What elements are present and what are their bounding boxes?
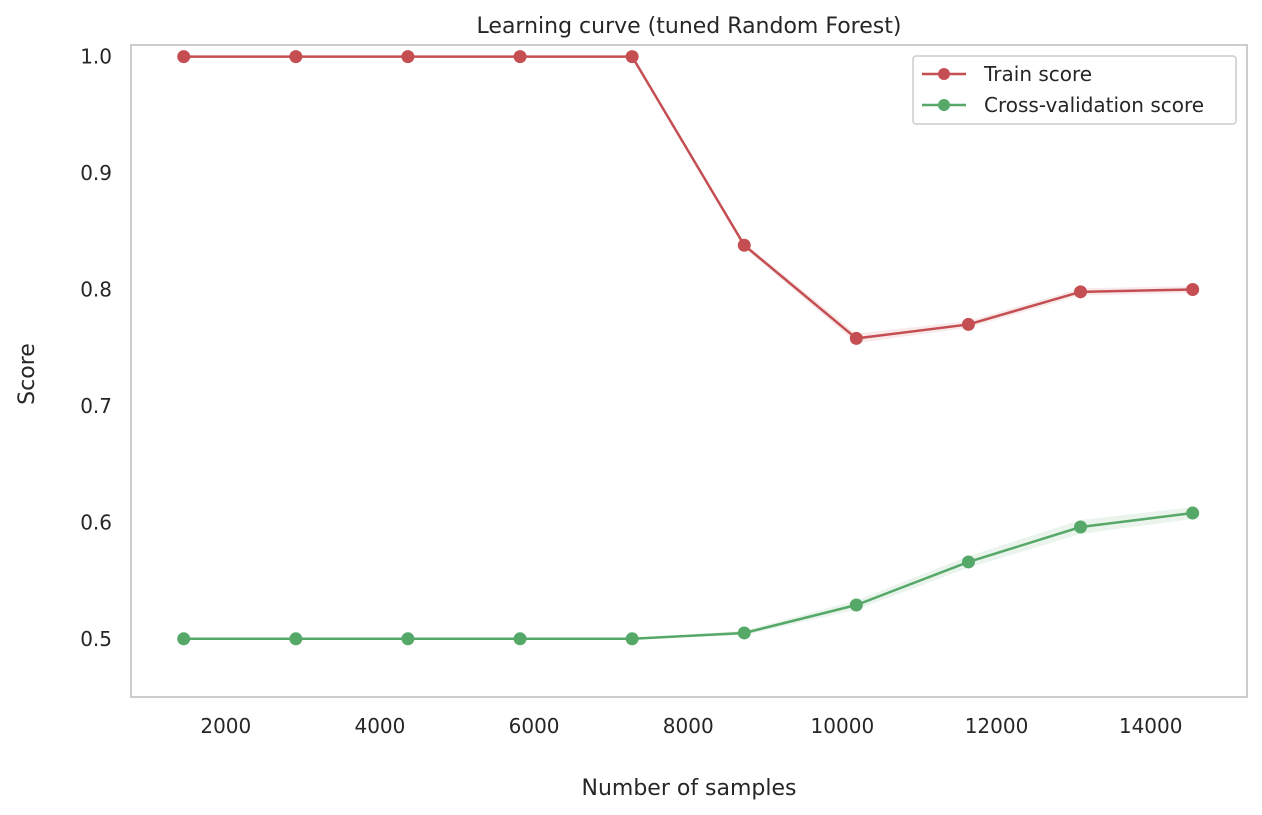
- x-axis-title: Number of samples: [581, 776, 796, 801]
- legend-cv-marker-icon: [938, 99, 950, 111]
- plot-area-frame: [130, 44, 1248, 698]
- train-score-point: [513, 50, 527, 64]
- legend-entry-train: Train score: [922, 62, 1092, 86]
- legend-cv-label: Cross-validation score: [984, 93, 1204, 117]
- legend-train-marker-icon: [938, 68, 950, 80]
- x-tick-label: 2000: [200, 714, 251, 738]
- cv-score-point: [849, 598, 863, 612]
- y-axis-ticks: 0.5 0.6 0.7 0.8 0.9 1.0: [80, 45, 112, 651]
- x-tick-label: 8000: [663, 714, 714, 738]
- cv-score-point: [961, 555, 975, 569]
- train-score-point: [1186, 283, 1200, 296]
- legend-box: [912, 55, 1237, 125]
- legend-entry-cv: Cross-validation score: [922, 93, 1204, 117]
- cv-score-band: [183, 507, 1193, 639]
- y-tick-label: 0.5: [80, 627, 112, 651]
- y-tick-label: 1.0: [80, 45, 112, 69]
- x-tick-label: 10000: [811, 714, 875, 738]
- train-score-point: [737, 238, 751, 252]
- y-tick-label: 0.9: [80, 161, 112, 185]
- train-score-point: [1074, 285, 1088, 299]
- confidence-bands: [183, 56, 1193, 639]
- legend: Train score Cross-validation score: [912, 55, 1237, 125]
- legend-train-label: Train score: [983, 62, 1092, 86]
- cv-score-point: [289, 632, 303, 646]
- cv-score-point: [625, 632, 639, 646]
- chart-title: Learning curve (tuned Random Forest): [477, 14, 902, 39]
- x-tick-label: 6000: [509, 714, 560, 738]
- cv-score-point: [177, 632, 191, 646]
- x-tick-label: 4000: [354, 714, 405, 738]
- train-score-point: [289, 50, 303, 64]
- series-lines: [183, 55, 1193, 641]
- train-score-point: [401, 50, 415, 64]
- series-points: [177, 50, 1200, 646]
- train-score-point: [625, 50, 639, 64]
- y-tick-label: 0.6: [80, 510, 112, 534]
- y-axis-title: Score: [15, 343, 40, 405]
- cv-score-line: [183, 511, 1193, 641]
- cv-score-point: [737, 626, 751, 640]
- train-score-point: [177, 50, 191, 64]
- cv-score-point: [1074, 520, 1088, 534]
- cv-score-point: [401, 632, 415, 646]
- x-tick-label: 12000: [965, 714, 1029, 738]
- y-tick-label: 0.8: [80, 278, 112, 302]
- x-axis-ticks: 2000 4000 6000 8000 10000 12000 14000: [200, 714, 1182, 738]
- x-tick-label: 14000: [1119, 714, 1183, 738]
- cv-score-point: [513, 632, 527, 646]
- cv-score-point: [1186, 506, 1200, 520]
- train-score-line: [183, 55, 1193, 340]
- y-tick-label: 0.7: [80, 394, 112, 418]
- train-score-point: [961, 317, 975, 331]
- train-score-point: [849, 331, 863, 345]
